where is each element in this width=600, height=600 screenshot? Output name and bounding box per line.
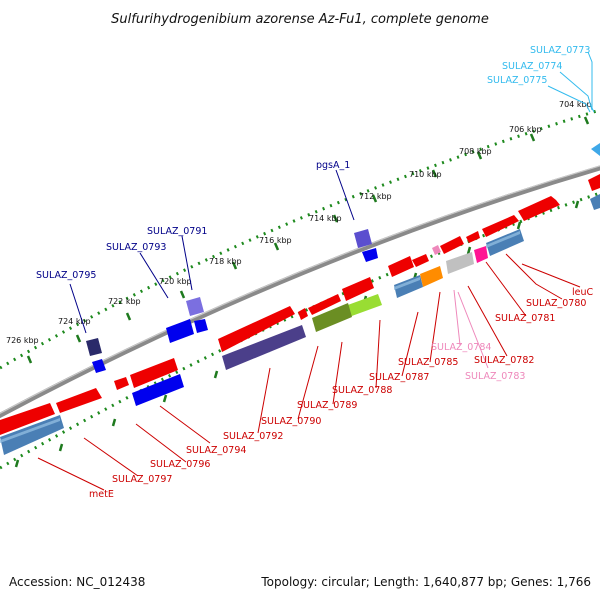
gene-feature[interactable] [298,308,308,320]
gene-label[interactable]: SULAZ_0792 [223,431,283,442]
gene-feature[interactable] [446,252,474,274]
gene-feature[interactable] [222,325,306,370]
gene-labels: SULAZ_0773 SULAZ_0774 SULAZ_0775 pgsA_1 … [36,45,594,500]
scale-tick-labels: 704 kbp 706 kbp 708 kbp 710 kbp 712 kbp … [6,100,592,345]
tick-label: 720 kbp [159,277,192,286]
gene-feature[interactable] [591,143,600,156]
outer-ruler-ticks [26,116,590,364]
gene-feature[interactable] [518,196,560,221]
reverse-strand-features [0,194,600,455]
tick-label: 722 kbp [108,297,141,306]
gene-label[interactable]: SULAZ_0783 [465,371,525,382]
gene-label[interactable]: leuC [572,287,594,298]
gene-feature[interactable] [354,229,372,248]
gene-label[interactable]: SULAZ_0773 [530,45,590,56]
gene-feature[interactable] [388,256,414,277]
gene-label[interactable]: SULAZ_0774 [502,61,562,72]
gene-feature[interactable] [412,254,429,267]
tick-label: 712 kbp [359,192,392,201]
gene-feature[interactable] [0,403,55,435]
gene-feature[interactable] [130,358,178,388]
outer-scale-ruler [0,108,600,370]
tick-label: 706 kbp [509,125,542,134]
gene-label[interactable]: metE [89,489,114,500]
gene-label[interactable]: SULAZ_0789 [297,400,357,411]
tick-label: 716 kbp [259,236,292,245]
map-title: Sulfurihydrogenibium azorense Az-Fu1, co… [111,12,489,27]
gene-feature[interactable] [432,245,441,255]
gene-feature[interactable] [218,306,295,352]
gene-feature[interactable] [114,377,129,390]
outer-small-features [86,143,600,373]
gene-feature[interactable] [132,374,184,406]
gene-label[interactable]: SULAZ_0793 [106,242,166,253]
gene-feature[interactable] [362,248,378,262]
gene-label[interactable]: SULAZ_0775 [487,75,547,86]
gene-label[interactable]: SULAZ_0782 [474,355,534,366]
tick-label: 726 kbp [6,336,39,345]
gene-feature[interactable] [308,294,341,315]
gene-feature[interactable] [474,246,488,263]
gene-feature[interactable] [590,194,600,210]
gene-feature[interactable] [440,236,464,254]
tick-label: 718 kbp [209,257,242,266]
genome-backbone [0,165,600,419]
tick-label: 704 kbp [559,100,592,109]
gene-feature[interactable] [186,297,204,316]
gene-feature[interactable] [312,303,352,332]
gene-label[interactable]: SULAZ_0781 [495,313,555,324]
gene-feature[interactable] [166,319,194,343]
gene-label[interactable]: SULAZ_0794 [186,445,246,456]
inner-scale-ruler [0,191,600,470]
gene-label[interactable]: SULAZ_0795 [36,270,96,281]
label-leader-lines [37,51,595,491]
gene-feature[interactable] [482,215,519,237]
gene-label[interactable]: SULAZ_0780 [526,298,586,309]
gene-feature[interactable] [86,338,102,356]
gene-feature[interactable] [56,388,102,413]
tick-label: 714 kbp [309,214,342,223]
gene-label[interactable]: SULAZ_0796 [150,459,210,470]
tick-label: 710 kbp [409,170,442,179]
gene-feature[interactable] [92,359,106,373]
gene-label[interactable]: pgsA_1 [316,160,350,171]
tick-label: 708 kbp [459,147,492,156]
genome-summary: Topology: circular; Length: 1,640,877 bp… [260,575,591,589]
accession-label: Accession: NC_012438 [9,575,145,589]
gene-label[interactable]: SULAZ_0785 [398,357,458,368]
gene-label[interactable]: SULAZ_0784 [431,342,491,353]
gene-feature[interactable] [194,319,208,333]
gene-label[interactable]: SULAZ_0791 [147,226,207,237]
gene-feature[interactable] [342,277,374,301]
tick-label: 724 kbp [58,317,91,326]
gene-feature[interactable] [345,294,382,317]
gene-label[interactable]: SULAZ_0797 [112,474,172,485]
gene-feature[interactable] [420,266,443,287]
gene-label[interactable]: SULAZ_0787 [369,372,429,383]
gene-feature[interactable] [466,231,480,243]
gene-label[interactable]: SULAZ_0788 [332,385,392,396]
forward-strand-features [0,174,600,435]
gene-label[interactable]: SULAZ_0790 [261,416,321,427]
gene-feature[interactable] [588,174,600,191]
